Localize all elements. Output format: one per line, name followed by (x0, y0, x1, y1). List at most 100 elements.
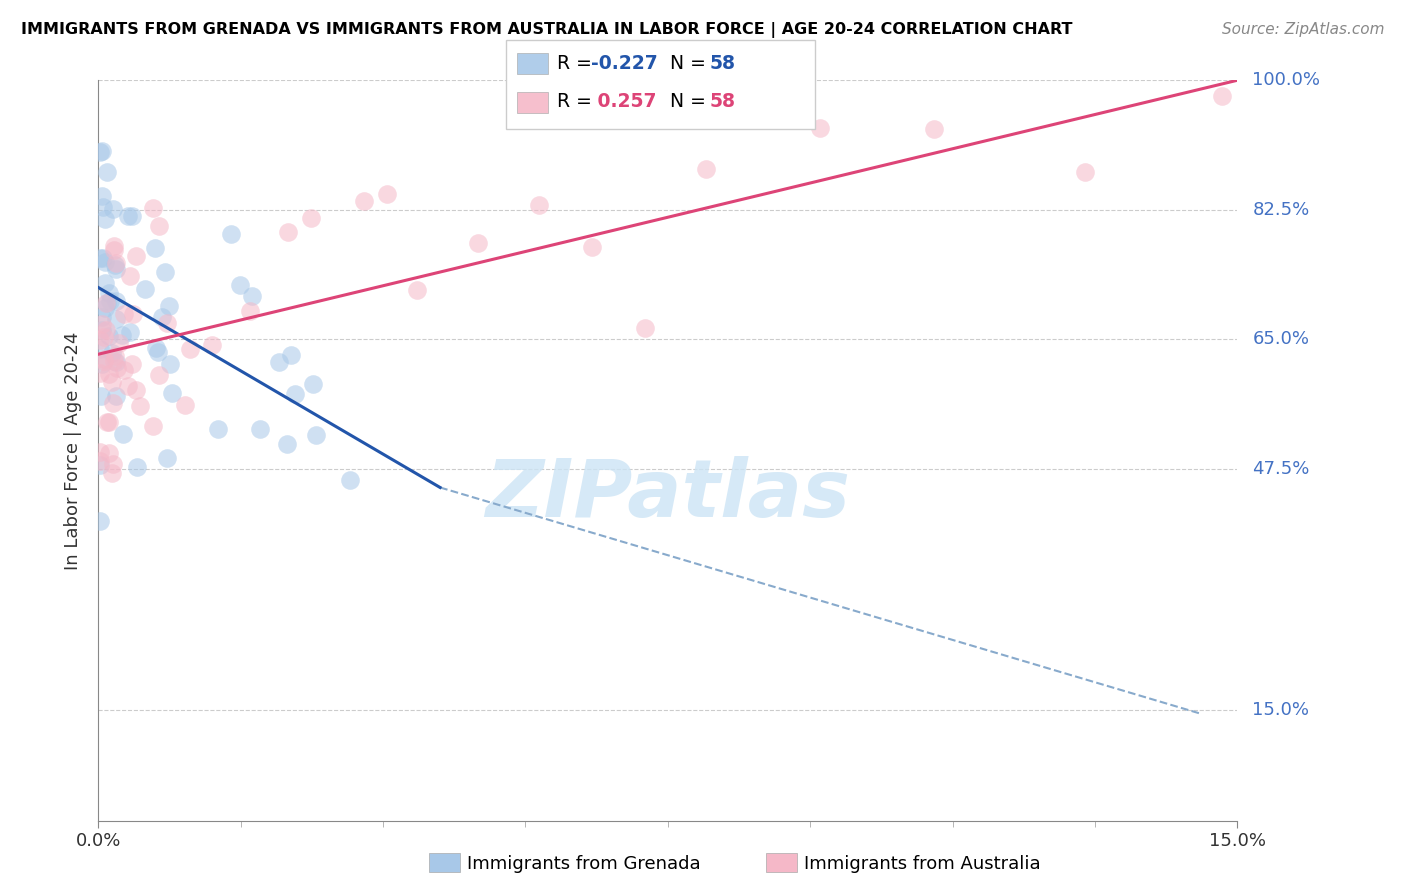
Point (284, 387, 307, 401)
Point (111, 328, 134, 343)
Point (117, 209, 139, 223)
Point (96, 415, 118, 429)
Point (124, 383, 146, 397)
Point (89, 453, 111, 467)
Point (105, 294, 128, 309)
Point (112, 363, 135, 377)
Point (93, 330, 115, 344)
Point (105, 312, 128, 326)
Point (505, 73, 527, 87)
Point (93, 353, 115, 368)
Point (808, 120, 831, 135)
Text: 15.0%: 15.0% (1253, 700, 1309, 719)
Point (105, 361, 128, 376)
Point (125, 459, 148, 474)
Point (112, 307, 135, 321)
Point (91, 144, 114, 158)
Point (634, 321, 657, 335)
Text: ZIPatlas: ZIPatlas (485, 456, 851, 534)
Point (104, 262, 127, 277)
Point (91, 357, 114, 371)
Text: IMMIGRANTS FROM GRENADA VS IMMIGRANTS FROM AUSTRALIA IN LABOR FORCE | AGE 20-24 : IMMIGRANTS FROM GRENADA VS IMMIGRANTS FR… (21, 22, 1073, 38)
Point (94, 277, 117, 291)
Point (91, 310, 114, 325)
Point (118, 268, 141, 283)
Text: Immigrants from Australia: Immigrants from Australia (804, 855, 1040, 873)
Point (89, 145, 111, 159)
Point (148, 368, 170, 382)
Point (159, 357, 181, 371)
Point (156, 316, 179, 330)
Point (96, 296, 118, 310)
Point (280, 348, 302, 362)
Point (94, 301, 117, 315)
Point (305, 427, 328, 442)
Point (134, 282, 156, 296)
Text: 100.0%: 100.0% (1253, 71, 1320, 89)
Text: R =: R = (557, 54, 598, 73)
Point (1074, 164, 1097, 178)
Point (406, 283, 429, 297)
Point (157, 299, 180, 313)
Point (1211, 88, 1233, 103)
Point (103, 239, 125, 253)
Point (96, 323, 118, 337)
Point (96, 165, 118, 179)
Point (89, 444, 111, 458)
Point (276, 437, 298, 451)
Point (101, 457, 124, 471)
Point (108, 336, 131, 351)
Point (174, 398, 197, 412)
Point (143, 241, 166, 255)
Point (249, 422, 271, 436)
Point (299, 211, 322, 225)
Point (103, 396, 125, 410)
Point (152, 310, 174, 325)
Point (100, 467, 122, 481)
Point (142, 419, 165, 434)
Point (277, 225, 299, 239)
Point (90, 388, 112, 402)
Point (353, 194, 375, 209)
Text: Immigrants from Grenada: Immigrants from Grenada (467, 855, 700, 873)
Point (121, 209, 143, 223)
Point (91, 201, 114, 215)
Point (94, 212, 117, 227)
Point (98, 329, 121, 343)
Point (153, 265, 176, 279)
Text: N =: N = (658, 54, 711, 73)
Point (375, 187, 398, 202)
Point (148, 219, 170, 234)
Point (104, 354, 127, 368)
Point (121, 357, 143, 371)
Point (527, 198, 550, 212)
Text: R =: R = (557, 92, 598, 112)
Point (179, 342, 201, 356)
Text: N =: N = (658, 92, 711, 112)
Point (922, 121, 945, 136)
Point (90, 323, 112, 337)
Point (89, 251, 111, 265)
Point (128, 400, 150, 414)
Point (98, 293, 121, 308)
Text: 65.0%: 65.0% (1253, 330, 1309, 349)
Point (302, 376, 325, 391)
Point (89, 514, 111, 528)
Point (103, 243, 125, 257)
Point (125, 249, 148, 263)
Text: 47.5%: 47.5% (1253, 460, 1310, 478)
Point (94, 255, 117, 269)
Point (160, 386, 183, 401)
Point (97, 416, 120, 430)
Text: 82.5%: 82.5% (1253, 201, 1310, 219)
Point (118, 326, 141, 340)
Text: 58: 58 (710, 92, 735, 112)
Point (90, 188, 112, 202)
Y-axis label: In Labor Force | Age 20-24: In Labor Force | Age 20-24 (63, 331, 82, 570)
Point (146, 344, 169, 359)
Point (101, 202, 124, 216)
Point (98, 368, 121, 382)
Point (93, 351, 115, 366)
Point (112, 426, 135, 441)
Point (89, 458, 111, 473)
